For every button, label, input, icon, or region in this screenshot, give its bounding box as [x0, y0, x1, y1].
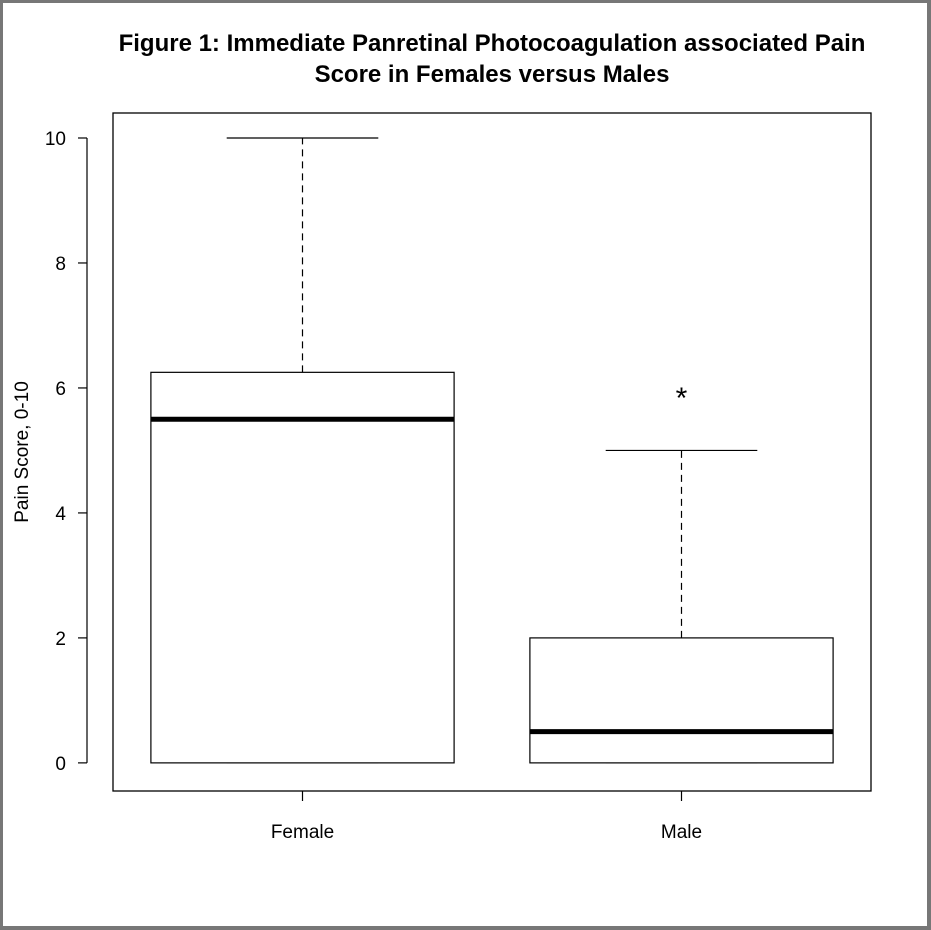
chart-title: Figure 1: Immediate Panretinal Photocoag…	[60, 28, 924, 90]
annotations: *	[676, 382, 688, 415]
y-tick-label: 8	[55, 254, 66, 275]
chart-title-line-1: Figure 1: Immediate Panretinal Photocoag…	[118, 30, 866, 57]
y-tick-label: 2	[55, 629, 66, 650]
chart-title-line-2: Score in Females versus Males	[314, 61, 670, 88]
box-iqr	[150, 371, 455, 764]
y-tick-label: 10	[45, 129, 66, 150]
y-axis-label: Pain Score, 0-10	[12, 381, 33, 523]
x-tick-label: Female	[271, 822, 334, 843]
significance-asterisk: *	[676, 382, 688, 415]
y-tick-label: 0	[55, 754, 66, 775]
plot-area-border	[112, 112, 872, 792]
box-iqr	[529, 637, 834, 764]
y-tick-label: 6	[55, 379, 66, 400]
y-tick-label: 4	[55, 504, 66, 525]
y-axis: 0 2 4 6 8 10	[45, 129, 88, 775]
x-axis: Female Male	[271, 791, 702, 843]
box-series	[150, 137, 834, 764]
box-female	[150, 137, 455, 764]
x-tick-label: Male	[661, 822, 702, 843]
box-male	[529, 449, 834, 764]
